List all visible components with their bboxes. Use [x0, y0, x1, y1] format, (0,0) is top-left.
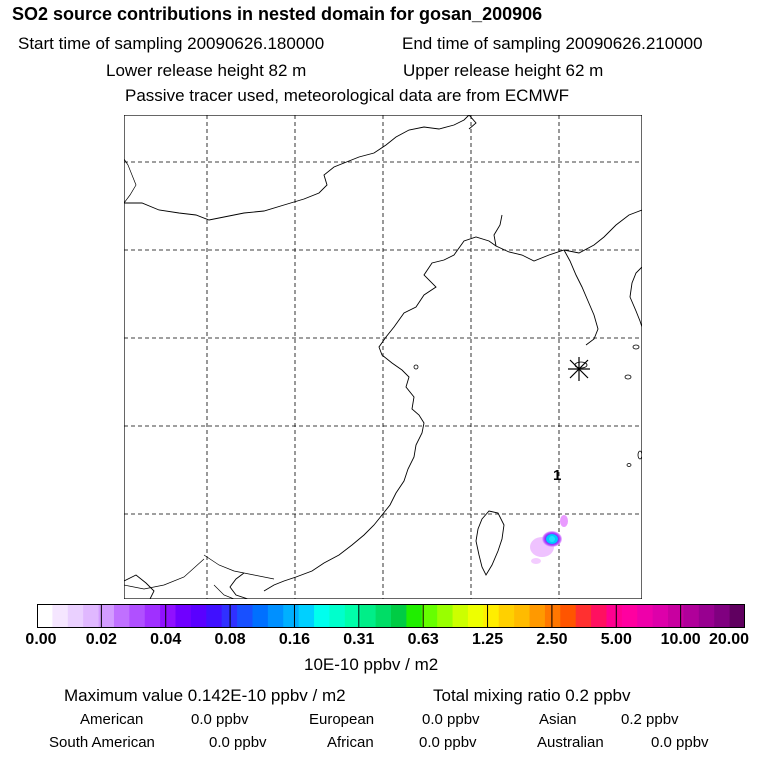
colorbar-tick-label: 0.16: [278, 631, 311, 648]
colorbar-swatch: [591, 604, 607, 628]
region-name: African: [327, 734, 374, 751]
colorbar-tick-label: 0.02: [85, 631, 117, 648]
colorbar-tick-label: 0.31: [343, 631, 375, 648]
colorbar-swatch: [190, 604, 207, 628]
colorbar-swatch: [698, 604, 715, 628]
colorbar-swatch: [467, 604, 484, 628]
region-value: 0.2 ppbv: [621, 711, 679, 728]
colorbar-swatch: [298, 604, 315, 628]
region-value: 0.0 ppbv: [419, 734, 477, 751]
colorbar-swatch: [575, 604, 592, 628]
colorbar-swatch: [483, 604, 500, 628]
total-mixing-label: Total mixing ratio 0.2 ppbv: [433, 686, 631, 705]
colorbar-swatch: [175, 604, 192, 628]
region-value: 0.0 ppbv: [651, 734, 709, 751]
colorbar-swatch: [144, 604, 161, 628]
map-panel: 1: [124, 115, 642, 599]
colorbar-swatch: [683, 604, 700, 628]
colorbar-swatch: [544, 604, 561, 628]
region-value: 0.0 ppbv: [422, 711, 480, 728]
colorbar-tick-label: 0.00: [25, 631, 57, 648]
region-name: South American: [49, 734, 155, 751]
coastlines: [124, 115, 642, 599]
colorbar-tick-label: 0.04: [150, 631, 182, 648]
colorbar-swatch: [314, 604, 330, 628]
colorbar-swatch: [344, 604, 361, 628]
start-time-label: Start time of sampling 20090626.180000: [18, 34, 325, 53]
colorbar-swatch: [83, 604, 100, 628]
colorbar-swatch: [252, 604, 269, 628]
colorbar-tick-label: 0.08: [214, 631, 246, 648]
colorbar-swatch: [606, 604, 623, 628]
colorbar-swatch: [529, 604, 546, 628]
region-name: Asian: [539, 711, 577, 728]
colorbar-swatch: [113, 604, 130, 628]
max-value-label: Maximum value 0.142E-10 ppbv / m2: [64, 686, 346, 705]
colorbar-swatches: [37, 604, 745, 628]
region-value: 0.0 ppbv: [209, 734, 267, 751]
upper-release-label: Upper release height 62 m: [403, 61, 604, 80]
colorbar-swatch: [560, 604, 577, 628]
colorbar-tick-label: 20.00: [708, 631, 750, 648]
units-label: 10E-10 ppbv / m2: [304, 655, 439, 674]
colorbar-swatch: [668, 604, 684, 628]
colorbar-swatch: [129, 604, 146, 628]
colorbar-swatch: [237, 604, 253, 628]
colorbar-swatch: [406, 604, 423, 628]
colorbar-swatch: [421, 604, 438, 628]
plume-contribution: [530, 515, 568, 564]
colorbar-swatch: [498, 604, 515, 628]
colorbar-swatch: [67, 604, 84, 628]
colorbar-swatch: [283, 604, 300, 628]
colorbar-dividers: [100, 604, 682, 628]
colorbar-swatch: [514, 604, 531, 628]
colorbar-swatch: [360, 604, 377, 628]
colorbar-swatch: [160, 604, 177, 628]
chart-title: SO2 source contributions in nested domai…: [12, 4, 543, 24]
source-label: 1: [553, 467, 561, 484]
lower-release-label: Lower release height 82 m: [106, 61, 307, 80]
colorbar-swatch: [329, 604, 346, 628]
colorbar-swatch: [98, 604, 115, 628]
colorbar-swatch: [52, 604, 69, 628]
colorbar-swatch: [729, 604, 745, 628]
receptor-asterisk-icon: [568, 357, 590, 381]
colorbar-swatch: [652, 604, 669, 628]
end-time-label: End time of sampling 20090626.210000: [402, 34, 703, 53]
colorbar: [37, 604, 745, 628]
national-borders: [124, 158, 275, 599]
tracer-note: Passive tracer used, meteorological data…: [125, 86, 570, 105]
colorbar-tick-label: 10.00: [660, 631, 701, 648]
colorbar-swatch: [391, 604, 407, 628]
colorbar-swatch: [621, 604, 638, 628]
colorbar-swatch: [37, 604, 53, 628]
colorbar-tick-label: 1.25: [471, 631, 504, 648]
colorbar-swatch: [267, 604, 284, 628]
colorbar-frame: [37, 604, 745, 628]
colorbar-swatch: [206, 604, 223, 628]
colorbar-tick-label: 0.63: [407, 631, 439, 648]
lat-lon-grid: [124, 115, 642, 599]
region-name: American: [80, 711, 144, 728]
colorbar-swatch: [714, 604, 731, 628]
colorbar-tick-label: 2.50: [536, 631, 568, 648]
colorbar-swatch: [637, 604, 654, 628]
region-name: European: [309, 711, 375, 728]
colorbar-swatch: [452, 604, 469, 628]
colorbar-swatch: [437, 604, 454, 628]
region-value: 0.0 ppbv: [191, 711, 249, 728]
colorbar-tick-label: 5.00: [600, 631, 632, 648]
colorbar-swatch: [375, 604, 392, 628]
region-name: Australian: [537, 734, 604, 751]
